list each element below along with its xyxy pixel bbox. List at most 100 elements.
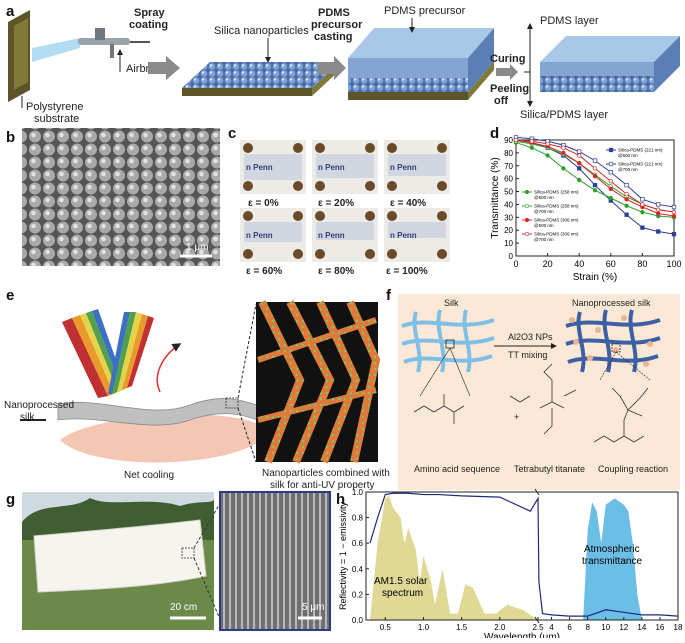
clamp-icon [315, 181, 325, 191]
data-point [624, 191, 629, 197]
data-point [592, 158, 598, 163]
body-skin-shape [60, 414, 262, 463]
tetrabutyl-label: Tetrabutyl titanate [514, 464, 585, 474]
strain-photo-grid: n Penn n Penn n Penn n Penn n Penn n Penn [240, 140, 450, 262]
clamp-icon [293, 249, 303, 259]
panel-f-background [398, 294, 680, 490]
coupling-structure [593, 387, 649, 443]
atmospheric-window-area [583, 498, 642, 620]
silica-pdms-layer-label: Silica/PDMS layer [520, 109, 608, 121]
peeling-label-2: off [494, 95, 508, 107]
clamp-icon [243, 211, 253, 221]
plot-frame [365, 491, 679, 621]
data-point [577, 161, 582, 166]
clamp-icon [437, 249, 447, 259]
data-point [561, 150, 566, 156]
legend-marker [524, 189, 530, 195]
panel-a: a Airbrush Polystyrene substrate Spray c… [6, 3, 680, 125]
arrow-1-icon [148, 56, 180, 80]
legend-entry-wavelength: @700 nm [618, 167, 638, 172]
panel-label-c: c [228, 125, 236, 142]
data-point [640, 225, 645, 230]
panel-g: g 20 cm 5 μm [6, 491, 331, 631]
atm-annotation-1: Atmospheric [584, 544, 640, 555]
pdms-casting-label-3: casting [314, 31, 353, 43]
clamp-icon [387, 143, 397, 153]
clamp-icon [293, 211, 303, 221]
legend-marker [608, 147, 614, 153]
silk-fabric [33, 519, 207, 593]
y-axis-label: Reflectivity = 1 − emissivity [338, 501, 348, 610]
x-tick-label: 60 [606, 259, 616, 269]
data-point [640, 202, 645, 207]
data-point [545, 153, 550, 158]
strain-label-20: ε = 20% [318, 198, 354, 209]
nanoparticle-layer [182, 62, 340, 88]
clamp-icon [315, 249, 325, 259]
nanoprocessed-silk-label-1: Nanoprocessed [4, 400, 74, 411]
strain-label-60: ε = 60% [246, 266, 282, 277]
x-tick-label: 40 [574, 259, 584, 269]
amino-acid-label: Amino acid sequence [414, 464, 500, 474]
spray-cone [32, 38, 80, 62]
strain-label-0: ε = 0% [248, 198, 279, 209]
data-point [592, 188, 598, 193]
legend-entry: Silica-PDMS (258 nm) [534, 204, 579, 209]
data-point [640, 210, 645, 215]
clamp-icon [437, 181, 447, 191]
plot-frame [515, 139, 675, 257]
penn-logo-text: n Penn [318, 231, 345, 240]
clamp-icon [365, 249, 375, 259]
data-point [592, 182, 598, 188]
x-tick-label: 100 [666, 259, 681, 269]
al2o3-label: Al2O3 NPs [508, 332, 553, 342]
pdms-layer-label: PDMS layer [540, 15, 599, 27]
panel-d: d 0 20 40 60 80 100 0 10 20 30 40 50 60 70 80 90 Strain … [490, 125, 682, 283]
reflectivity-chart: 0.0 0.2 0.4 0.6 0.8 1.0 0.5 1.0 1.5 2.0 2.5 4 6 8 10 12… [338, 488, 683, 643]
y-tick-label: 60 [504, 175, 513, 184]
clamp-icon [293, 181, 303, 191]
x-axis-label: Wavelength (μm) [484, 632, 560, 638]
data-point [640, 197, 645, 202]
panel-f: f Silk Al2O3 NPs TT mixing Nanoprocessed… [386, 287, 680, 490]
data-point [671, 213, 677, 219]
data-point [577, 153, 582, 158]
clamp-icon [387, 211, 397, 221]
data-point [656, 229, 661, 234]
penn-logo-text: n Penn [390, 231, 417, 240]
clamp-icon [387, 249, 397, 259]
clamp-icon [437, 211, 447, 221]
panel-label-a: a [6, 3, 15, 20]
data-point [529, 145, 534, 150]
data-point [577, 166, 582, 171]
clamp-icon [365, 211, 375, 221]
x-tick-label: 1.0 [418, 623, 430, 632]
scale-bar-g2-label: 5 μm [302, 602, 324, 613]
panel-label-f: f [386, 287, 392, 304]
data-point [656, 211, 661, 216]
transmittance-chart: 0 20 40 60 80 100 0 10 20 30 40 50 60 70 80 90 Strain (%… [490, 135, 682, 283]
reflectivity-line [369, 492, 679, 617]
solar-spectrum-area [370, 495, 538, 620]
data-point [671, 204, 677, 210]
net-cooling-label: Net cooling [124, 470, 174, 481]
data-point [545, 141, 550, 147]
pdms-film [388, 154, 446, 176]
legend-entry-wavelength: @500 nm [618, 153, 638, 158]
clamp-icon [365, 181, 375, 191]
data-point [529, 139, 534, 144]
x-tick-label: 14 [637, 623, 646, 632]
zoom-box-e [225, 397, 239, 409]
legend-marker [524, 217, 530, 223]
panel-b: b 1 μm [6, 128, 220, 266]
pdms-film [316, 222, 374, 240]
coupling-label: Coupling reaction [598, 464, 668, 474]
silk-mesh-icon [401, 309, 495, 373]
x-tick-label: 18 [674, 623, 683, 632]
data-point [671, 231, 677, 237]
legend-entry-wavelength: @500 nm [534, 195, 554, 200]
y-axis-label: Transmittance (%) [490, 157, 501, 238]
panel-label-h: h [336, 491, 345, 508]
y-tick-label: 50 [504, 188, 513, 197]
penn-logo-text: n Penn [318, 163, 345, 172]
